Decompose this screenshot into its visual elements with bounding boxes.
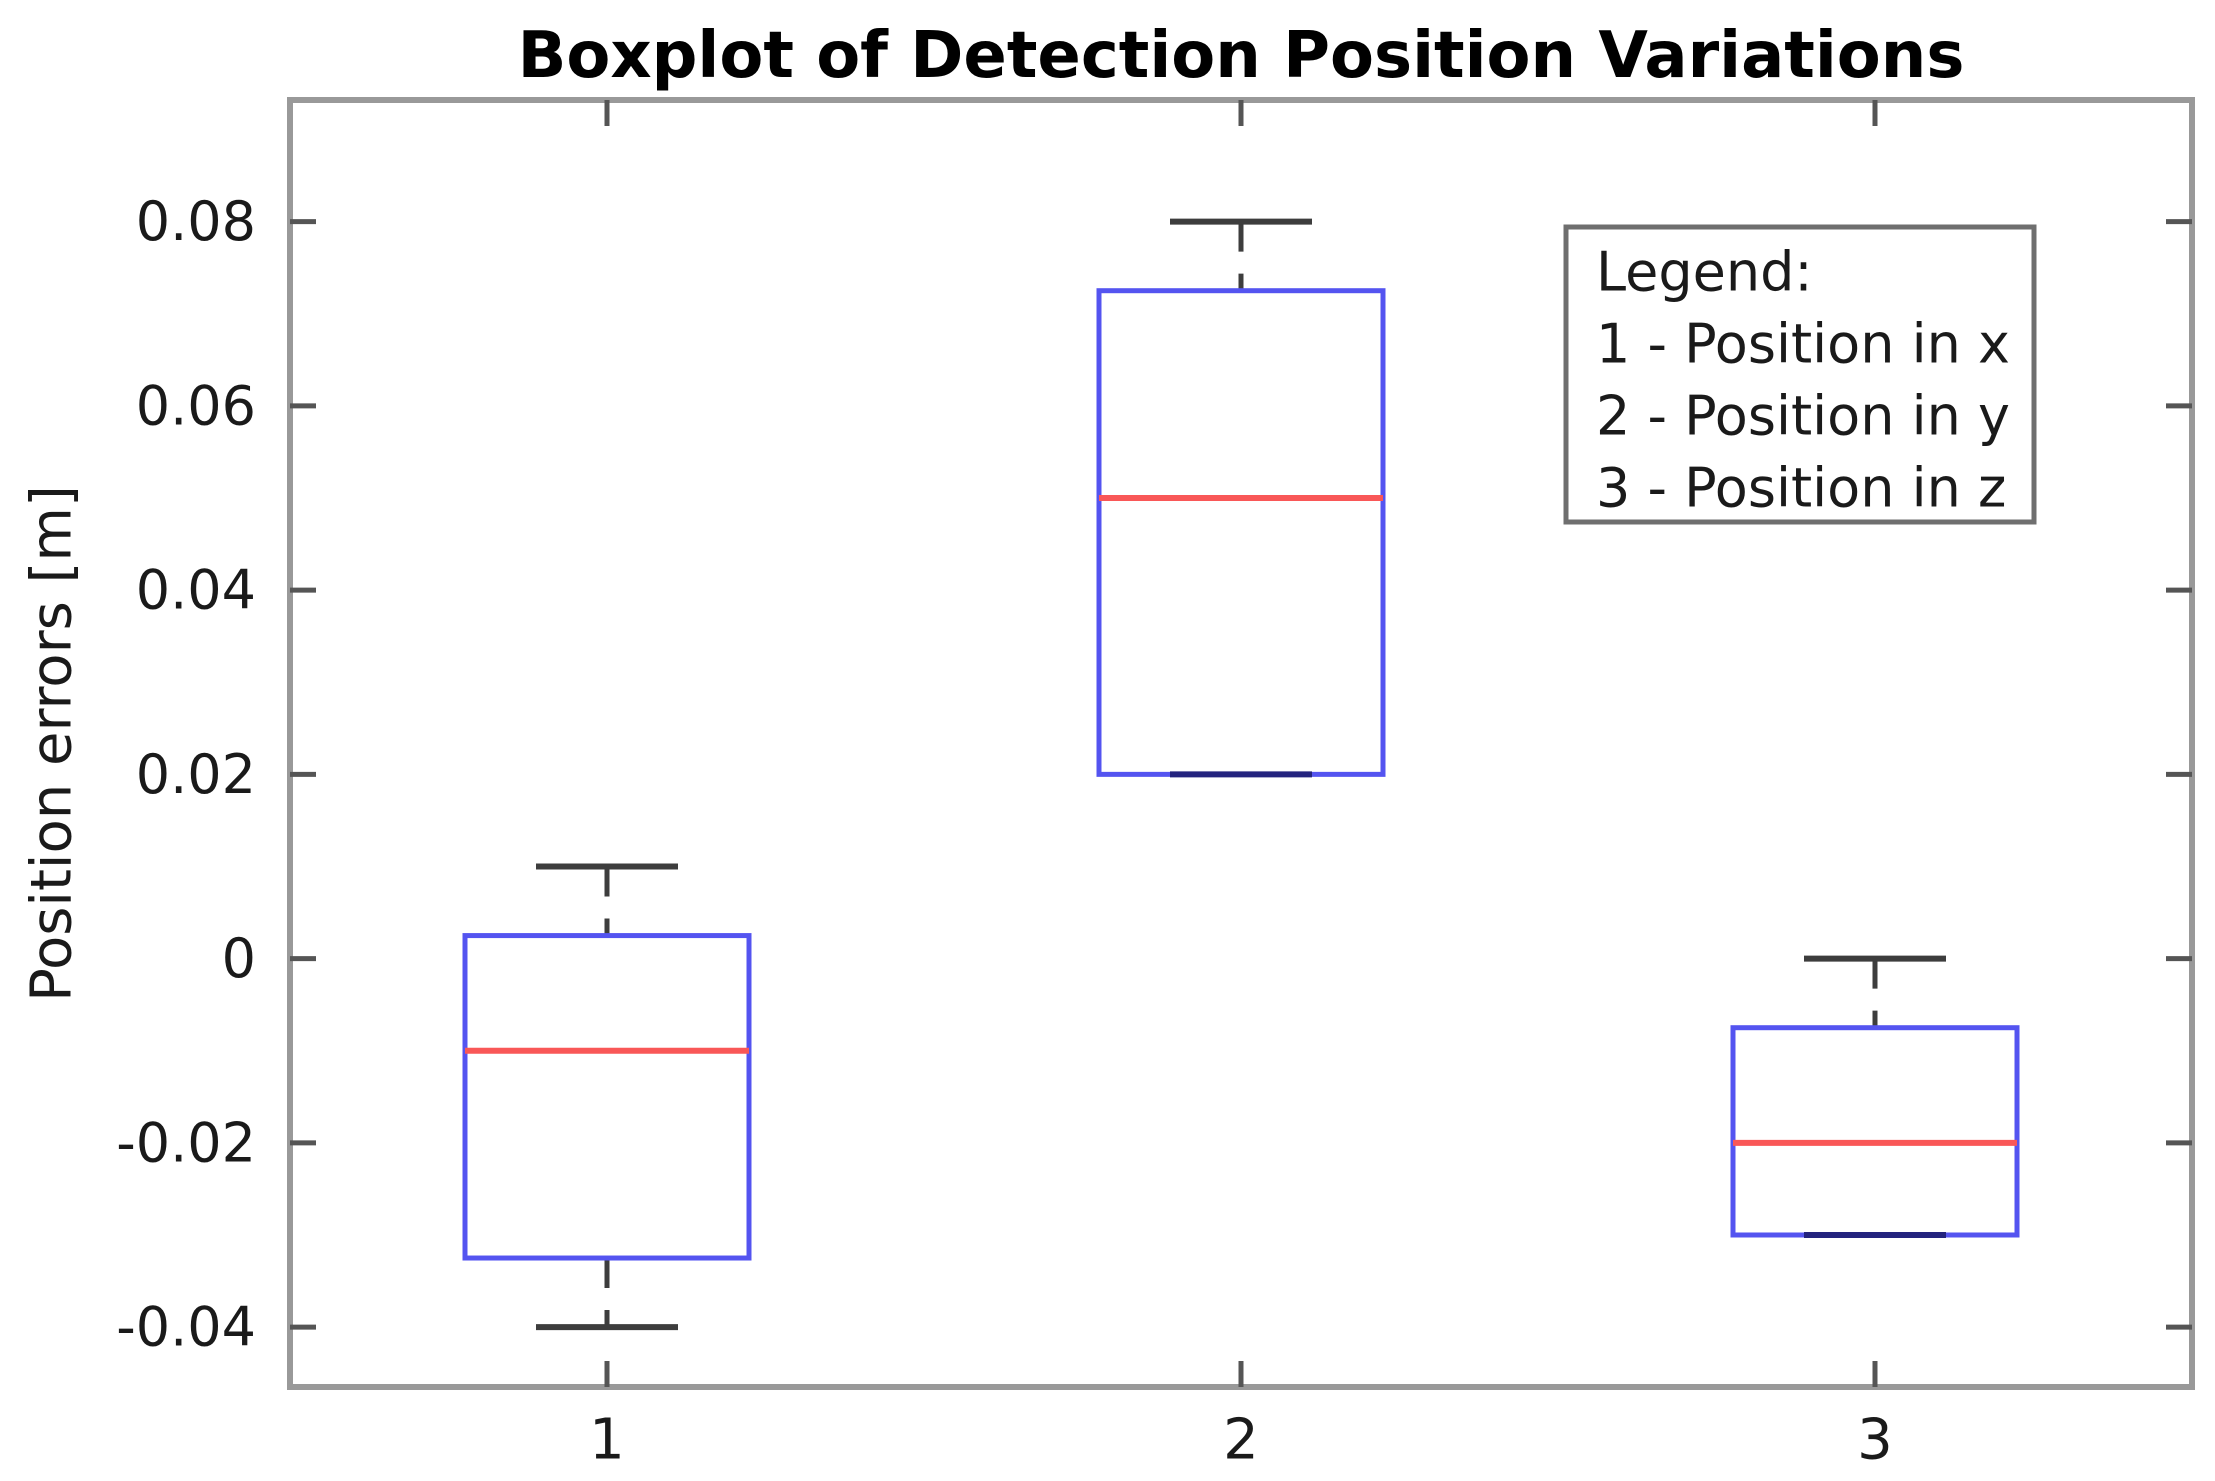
y-tick-label-4: 0 [222,927,256,990]
y-tick-label-1: 0.06 [136,374,256,437]
y-axis-label: Position errors [m] [20,485,85,1002]
y-tick-label-0: 0.08 [136,190,256,253]
legend-line-0: Legend: [1596,241,1813,304]
legend-line-3: 3 - Position in z [1596,457,2006,520]
legend-line-2: 2 - Position in y [1596,385,2010,448]
chart-title: Boxplot of Detection Position Variations [518,19,1965,93]
y-tick-label-6: -0.04 [116,1296,256,1359]
x-tick-label-1: 2 [1223,1408,1259,1473]
y-tick-label-3: 0.02 [136,743,256,806]
legend-box [1563,224,2037,525]
y-tick-label-2: 0.04 [136,559,256,622]
x-tick-label-0: 1 [589,1408,625,1473]
box-1-rect [462,933,752,1261]
y-tick-label-5: -0.02 [116,1111,256,1174]
x-tick-label-2: 3 [1857,1408,1893,1473]
legend-line-1: 1 - Position in x [1596,313,2010,376]
